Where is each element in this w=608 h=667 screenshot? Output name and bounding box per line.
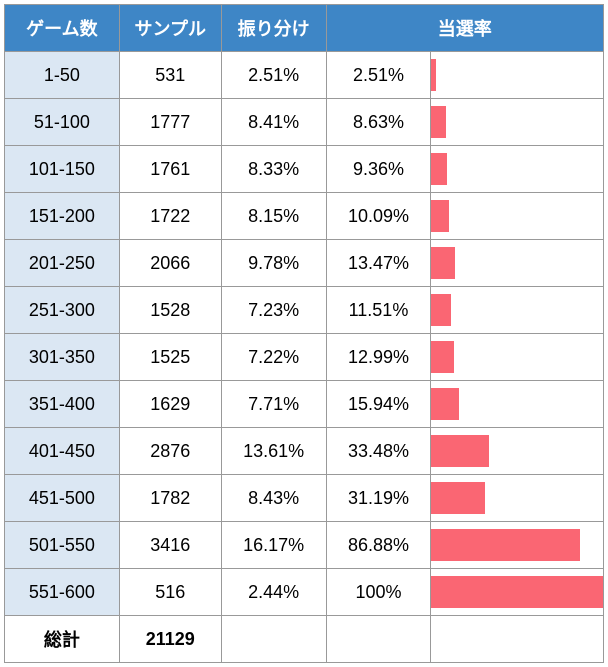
totals-empty xyxy=(221,616,326,663)
cell-sample: 1525 xyxy=(119,334,221,381)
cell-sample: 3416 xyxy=(119,522,221,569)
cell-sample: 1777 xyxy=(119,99,221,146)
table-row: 251-30015287.23%11.51% xyxy=(5,287,604,334)
cell-range: 401-450 xyxy=(5,428,120,475)
cell-bar xyxy=(431,475,604,522)
winrate-bar xyxy=(431,59,435,91)
header-sample: サンプル xyxy=(119,5,221,52)
cell-pct: 9.36% xyxy=(326,146,431,193)
winrate-bar xyxy=(431,106,446,138)
cell-range: 351-400 xyxy=(5,381,120,428)
cell-bar xyxy=(431,99,604,146)
cell-range: 101-150 xyxy=(5,146,120,193)
cell-sample: 1782 xyxy=(119,475,221,522)
cell-bar xyxy=(431,522,604,569)
cell-sample: 2876 xyxy=(119,428,221,475)
winrate-bar xyxy=(431,482,485,514)
cell-pct: 13.47% xyxy=(326,240,431,287)
table-row: 101-15017618.33%9.36% xyxy=(5,146,604,193)
cell-range: 201-250 xyxy=(5,240,120,287)
cell-range: 1-50 xyxy=(5,52,120,99)
winrate-bar xyxy=(431,294,451,326)
cell-pct: 12.99% xyxy=(326,334,431,381)
cell-range: 301-350 xyxy=(5,334,120,381)
cell-pct: 31.19% xyxy=(326,475,431,522)
header-range: ゲーム数 xyxy=(5,5,120,52)
cell-bar xyxy=(431,52,604,99)
cell-dist: 8.43% xyxy=(221,475,326,522)
cell-pct: 10.09% xyxy=(326,193,431,240)
cell-bar xyxy=(431,569,604,616)
winrate-bar xyxy=(431,247,454,279)
table-body: 1-505312.51%2.51%51-10017778.41%8.63%101… xyxy=(5,52,604,663)
cell-pct: 2.51% xyxy=(326,52,431,99)
cell-pct: 100% xyxy=(326,569,431,616)
totals-row: 総計21129 xyxy=(5,616,604,663)
winrate-bar xyxy=(431,153,447,185)
totals-label: 総計 xyxy=(5,616,120,663)
winrate-bar xyxy=(431,529,580,561)
table-row: 351-40016297.71%15.94% xyxy=(5,381,604,428)
cell-pct: 8.63% xyxy=(326,99,431,146)
cell-dist: 2.44% xyxy=(221,569,326,616)
table-row: 551-6005162.44%100% xyxy=(5,569,604,616)
header-winrate: 当選率 xyxy=(326,5,603,52)
cell-sample: 1722 xyxy=(119,193,221,240)
totals-empty xyxy=(326,616,431,663)
winrate-bar xyxy=(431,341,453,373)
cell-pct: 86.88% xyxy=(326,522,431,569)
cell-bar xyxy=(431,146,604,193)
table-row: 501-550341616.17%86.88% xyxy=(5,522,604,569)
cell-bar xyxy=(431,334,604,381)
header-row: ゲーム数 サンプル 振り分け 当選率 xyxy=(5,5,604,52)
cell-pct: 33.48% xyxy=(326,428,431,475)
winrate-bar xyxy=(431,200,448,232)
cell-dist: 8.15% xyxy=(221,193,326,240)
cell-range: 251-300 xyxy=(5,287,120,334)
cell-dist: 8.33% xyxy=(221,146,326,193)
cell-dist: 7.22% xyxy=(221,334,326,381)
cell-dist: 9.78% xyxy=(221,240,326,287)
cell-sample: 516 xyxy=(119,569,221,616)
table-row: 401-450287613.61%33.48% xyxy=(5,428,604,475)
cell-range: 551-600 xyxy=(5,569,120,616)
cell-range: 451-500 xyxy=(5,475,120,522)
cell-range: 501-550 xyxy=(5,522,120,569)
totals-sample: 21129 xyxy=(119,616,221,663)
cell-pct: 11.51% xyxy=(326,287,431,334)
cell-sample: 1528 xyxy=(119,287,221,334)
table-row: 451-50017828.43%31.19% xyxy=(5,475,604,522)
cell-range: 51-100 xyxy=(5,99,120,146)
cell-sample: 2066 xyxy=(119,240,221,287)
cell-dist: 13.61% xyxy=(221,428,326,475)
win-rate-table: ゲーム数 サンプル 振り分け 当選率 1-505312.51%2.51%51-1… xyxy=(4,4,604,663)
header-dist: 振り分け xyxy=(221,5,326,52)
cell-dist: 16.17% xyxy=(221,522,326,569)
table-row: 301-35015257.22%12.99% xyxy=(5,334,604,381)
cell-dist: 7.23% xyxy=(221,287,326,334)
winrate-bar xyxy=(431,576,603,608)
cell-bar xyxy=(431,240,604,287)
cell-bar xyxy=(431,287,604,334)
table-row: 151-20017228.15%10.09% xyxy=(5,193,604,240)
table-row: 201-25020669.78%13.47% xyxy=(5,240,604,287)
cell-sample: 531 xyxy=(119,52,221,99)
cell-pct: 15.94% xyxy=(326,381,431,428)
table-row: 1-505312.51%2.51% xyxy=(5,52,604,99)
cell-bar xyxy=(431,381,604,428)
cell-bar xyxy=(431,428,604,475)
winrate-bar xyxy=(431,435,488,467)
cell-dist: 8.41% xyxy=(221,99,326,146)
cell-sample: 1761 xyxy=(119,146,221,193)
winrate-bar xyxy=(431,388,458,420)
cell-dist: 2.51% xyxy=(221,52,326,99)
cell-sample: 1629 xyxy=(119,381,221,428)
cell-dist: 7.71% xyxy=(221,381,326,428)
table-row: 51-10017778.41%8.63% xyxy=(5,99,604,146)
cell-bar xyxy=(431,193,604,240)
cell-range: 151-200 xyxy=(5,193,120,240)
totals-empty xyxy=(431,616,604,663)
